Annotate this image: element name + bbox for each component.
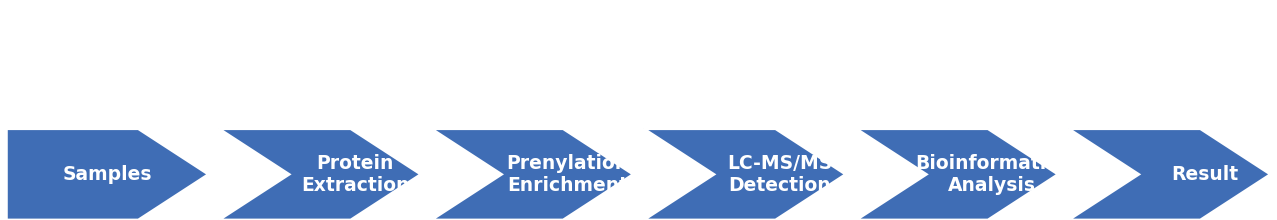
Text: Samples: Samples [63,165,152,184]
Text: Bioinformatics
Analysis: Bioinformatics Analysis [916,154,1069,195]
Text: Result: Result [1171,165,1239,184]
Text: Prenylation
Enrichment: Prenylation Enrichment [507,154,628,195]
Polygon shape [6,129,208,220]
Text: LC-MS/MS
Detection: LC-MS/MS Detection [727,154,833,195]
Polygon shape [644,129,845,220]
Polygon shape [1069,129,1271,220]
Polygon shape [856,129,1059,220]
Polygon shape [218,129,421,220]
Text: Protein
Extraction: Protein Extraction [301,154,409,195]
Polygon shape [432,129,633,220]
